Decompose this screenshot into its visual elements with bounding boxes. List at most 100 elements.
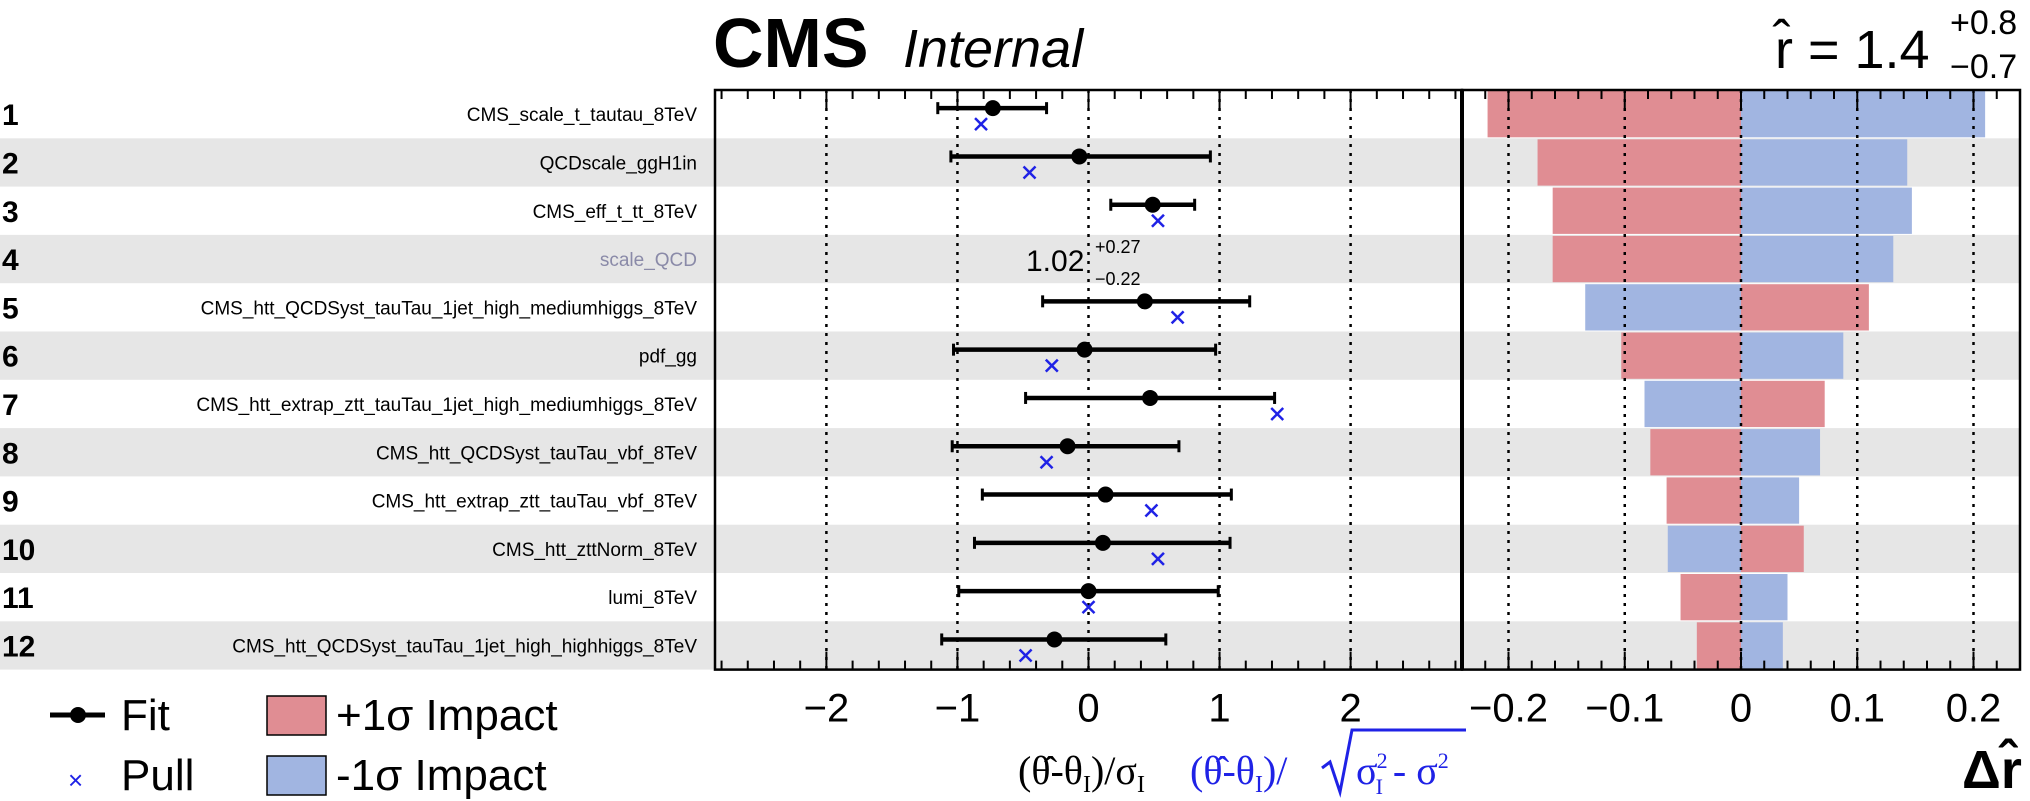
pull-xlabel-radicand: σ2 I - σ2 bbox=[1356, 748, 1449, 799]
pull-point-stroke bbox=[1151, 551, 1165, 566]
row-parameter-name: scale_QCD bbox=[600, 250, 697, 271]
row-rank: 2 bbox=[2, 147, 19, 180]
axis-ticks bbox=[720, 90, 2021, 670]
pull-point-stroke bbox=[1144, 503, 1159, 518]
pull-point bbox=[1170, 310, 1185, 325]
row-rank: 3 bbox=[2, 196, 19, 229]
fit-point bbox=[1097, 486, 1114, 503]
fit-point bbox=[984, 100, 1001, 117]
impact-tick-label: −0.2 bbox=[1469, 687, 1548, 731]
impact-up-bar bbox=[1666, 477, 1741, 524]
fit-point bbox=[1080, 583, 1097, 600]
impact-up-bar bbox=[1741, 284, 1869, 331]
pull-xlabel: (θ̂-θI)/σI (θ̂-θI)/ σ2 I - σ2 bbox=[1018, 728, 1466, 799]
pull-point-stroke bbox=[1044, 358, 1059, 373]
impact-down-bar bbox=[1741, 622, 1783, 669]
impact-up-bar bbox=[1696, 622, 1741, 669]
legend-impact-down: -1σ Impact bbox=[266, 751, 547, 800]
impact-down-bar bbox=[1741, 187, 1912, 234]
rhat-down: −0.7 bbox=[1950, 48, 2017, 86]
row4-annotation: 1.02 +0.27 −0.22 bbox=[1026, 237, 1141, 289]
legend-pull: × Pull bbox=[68, 751, 194, 800]
fit-markers bbox=[936, 100, 1277, 648]
row-rank: 6 bbox=[2, 341, 19, 374]
row-parameter-name: lumi_8TeV bbox=[608, 588, 697, 609]
legend-fit: Fit bbox=[50, 691, 170, 740]
row-rank: 4 bbox=[2, 244, 19, 277]
pull-point-stroke bbox=[1039, 455, 1054, 470]
row-parameter-name: QCDscale_ggH1in bbox=[540, 153, 697, 174]
legend-fit-marker bbox=[70, 707, 86, 723]
impact-down-bar bbox=[1667, 525, 1741, 572]
axis-tick-labels: −2 −1 0 1 2 −0.2 −0.1 0 0.1 0.2 bbox=[804, 687, 2002, 731]
annotation-value: 1.02 bbox=[1026, 245, 1084, 278]
impact-down-bar bbox=[1644, 380, 1741, 428]
pull-point-stroke bbox=[1170, 310, 1185, 325]
impact-up-bar bbox=[1537, 139, 1741, 186]
impact-down-bar bbox=[1741, 429, 1821, 476]
row-parameter-name: CMS_htt_QCDSyst_tauTau_1jet_high_mediumh… bbox=[201, 298, 698, 319]
chart-title: CMS bbox=[713, 4, 869, 82]
impact-up-bar bbox=[1552, 187, 1741, 234]
row-parameter-name: pdf_gg bbox=[639, 347, 697, 368]
impact-down-bar bbox=[1741, 332, 1844, 379]
row-rank: 7 bbox=[2, 389, 19, 422]
pull-point bbox=[1270, 407, 1285, 421]
pull-point bbox=[1039, 455, 1054, 470]
legend-pull-marker: × bbox=[68, 765, 83, 795]
pull-point bbox=[1018, 648, 1033, 663]
pull-point bbox=[1151, 551, 1165, 566]
pull-point bbox=[1081, 600, 1096, 615]
row-parameter-name: CMS_scale_t_tautau_8TeV bbox=[467, 105, 698, 126]
pull-point bbox=[1151, 213, 1165, 228]
pull-xlabel-black: (θ̂-θI)/σI bbox=[1018, 748, 1145, 798]
impact-tick-label: −0.1 bbox=[1585, 687, 1664, 731]
row-rank: 5 bbox=[2, 292, 19, 325]
pull-point bbox=[1044, 358, 1059, 373]
impact-down-bar bbox=[1741, 91, 1986, 138]
pull-point-stroke bbox=[1018, 648, 1033, 663]
annotation-up: +0.27 bbox=[1095, 237, 1141, 257]
pull-point-stroke bbox=[1151, 213, 1165, 228]
legend-impact-up: +1σ Impact bbox=[266, 691, 558, 740]
impact-up-bar bbox=[1650, 429, 1741, 476]
impact-bars bbox=[1487, 91, 1986, 669]
impact-tick-label: 0.1 bbox=[1829, 687, 1885, 731]
impact-grid bbox=[1507, 90, 1975, 670]
row-rank: 1 bbox=[2, 99, 19, 132]
impact-up-bar bbox=[1741, 525, 1804, 572]
impact-up-bar bbox=[1741, 380, 1825, 428]
row-parameter-name: CMS_htt_extrap_ztt_tauTau_vbf_8TeV bbox=[372, 492, 698, 513]
chart-subtitle: Internal bbox=[903, 19, 1085, 79]
impact-up-bar bbox=[1552, 235, 1741, 283]
impact-tick-label: 0 bbox=[1730, 687, 1752, 731]
row-labels: 1 CMS_scale_t_tautau_8TeV 2 QCDscale_ggH1in… bbox=[2, 99, 697, 663]
legend-pull-label: Pull bbox=[121, 751, 194, 800]
pull-tick-label: 1 bbox=[1208, 687, 1230, 731]
rhat-value: r̂ = 1.4 bbox=[1772, 18, 1929, 80]
legend-impact-down-label: -1σ Impact bbox=[336, 751, 547, 800]
row-rank: 9 bbox=[2, 486, 19, 519]
impact-up-bar bbox=[1680, 574, 1741, 621]
pull-point-stroke bbox=[1270, 407, 1285, 421]
sqrt-sign bbox=[1321, 728, 1466, 798]
impact-down-bar bbox=[1585, 284, 1741, 331]
fit-point bbox=[1144, 196, 1161, 213]
pull-tick-label: −2 bbox=[804, 687, 850, 731]
pull-point-stroke bbox=[974, 117, 988, 132]
row-parameter-name: CMS_htt_zttNorm_8TeV bbox=[492, 540, 697, 561]
legend-impact-up-label: +1σ Impact bbox=[336, 691, 558, 740]
pull-point bbox=[1022, 165, 1037, 180]
pull-point-stroke bbox=[1081, 600, 1096, 615]
impact-down-bar bbox=[1741, 477, 1800, 524]
fit-point bbox=[1094, 534, 1111, 551]
legend: Fit × Pull +1σ Impact -1σ Impact bbox=[50, 691, 558, 800]
pull-tick-label: 2 bbox=[1339, 687, 1361, 731]
pull-tick-label: 0 bbox=[1077, 687, 1099, 731]
row-parameter-name: CMS_htt_QCDSyst_tauTau_1jet_high_highhig… bbox=[232, 636, 697, 657]
row-rank: 8 bbox=[2, 437, 19, 470]
row-rank: 10 bbox=[2, 534, 35, 567]
pull-point-stroke bbox=[1022, 165, 1037, 180]
row-parameter-name: CMS_htt_extrap_ztt_tauTau_1jet_high_medi… bbox=[196, 395, 697, 416]
